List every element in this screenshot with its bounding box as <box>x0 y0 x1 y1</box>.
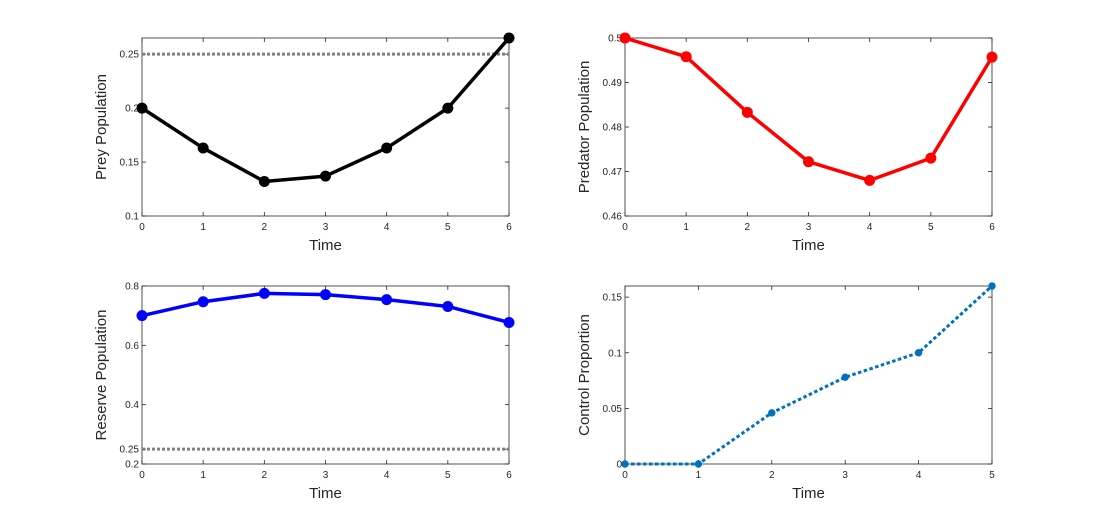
axes-box-prey <box>141 37 510 217</box>
x-axis-title: Time <box>792 237 825 254</box>
data-point <box>768 409 776 417</box>
y-tick-label: 0.47 <box>603 167 623 178</box>
y-tick-label: 0.05 <box>603 404 623 415</box>
x-tick-label: 4 <box>916 470 922 481</box>
data-point <box>136 102 148 114</box>
data-point <box>136 310 148 322</box>
data-point <box>803 156 814 168</box>
subplot-reserve: 0 1 2 3 4 5 6 0.2 0.25 0.4 0.6 0.8 Time Reserve Popul… <box>93 282 515 502</box>
axes-box-control <box>624 285 993 465</box>
series-line-prey <box>141 36 511 184</box>
x-tick-label: 5 <box>445 470 451 481</box>
data-point <box>841 373 849 381</box>
data-point <box>680 51 692 63</box>
y-tick-label: 0.1 <box>608 348 622 359</box>
x-tick-label: 4 <box>384 222 390 233</box>
y-tick-label: 0.2 <box>125 104 139 115</box>
data-point <box>258 287 270 299</box>
y-tick-label: 0.46 <box>603 212 623 223</box>
y-axis-title: Predator Population <box>576 61 593 194</box>
data-point <box>503 316 515 328</box>
x-tick-label: 1 <box>200 470 206 481</box>
subplot-predator: 0 1 2 3 4 5 6 0.46 0.47 0.48 0.49 0.5 Time Predator P… <box>576 32 998 254</box>
x-tick-label: 2 <box>262 222 268 233</box>
y-tick-label: 0.2 <box>125 460 139 471</box>
subplot-prey: 0 1 2 3 4 5 6 0.1 0.15 0.2 0.25 Time Prey Population <box>93 32 515 254</box>
data-point <box>381 142 393 154</box>
data-point <box>621 460 629 468</box>
y-tick-label: 0.5 <box>608 34 622 45</box>
axes-box-predator <box>624 37 993 217</box>
x-tick-label: 4 <box>384 470 390 481</box>
x-tick-label: 0 <box>139 222 145 233</box>
x-tick-label: 3 <box>842 470 848 481</box>
x-tick-label: 0 <box>622 222 628 233</box>
y-tick-label: 0.25 <box>120 50 140 61</box>
data-point <box>320 170 331 182</box>
data-point <box>258 175 270 187</box>
x-tick-label: 1 <box>683 222 689 233</box>
x-axis-title: Time <box>792 485 825 502</box>
data-point <box>741 106 753 118</box>
y-tick-label: 0.49 <box>603 78 623 89</box>
x-tick-label: 3 <box>806 222 812 233</box>
y-tick-label: 0.15 <box>603 293 623 304</box>
series-line-control <box>625 284 994 466</box>
data-point <box>197 142 209 154</box>
y-tick-label: 0.48 <box>603 123 623 134</box>
data-point <box>619 32 631 44</box>
y-axis-title: Reserve Population <box>93 310 110 441</box>
x-tick-label: 4 <box>867 222 873 233</box>
data-point <box>864 174 876 186</box>
x-tick-label: 0 <box>622 470 628 481</box>
y-tick-label: 0.4 <box>125 400 139 411</box>
x-axis-title: Time <box>309 237 342 254</box>
x-tick-label: 6 <box>506 470 512 481</box>
x-tick-label: 2 <box>769 470 775 481</box>
x-tick-label: 3 <box>323 222 329 233</box>
y-tick-label: 0.25 <box>120 445 140 456</box>
x-tick-label: 3 <box>323 470 329 481</box>
x-tick-label: 5 <box>989 470 995 481</box>
data-point <box>320 289 331 301</box>
x-tick-label: 6 <box>989 222 995 233</box>
y-tick-label: 0.8 <box>125 282 139 293</box>
axes-box-reserve <box>141 285 510 465</box>
data-point <box>986 51 998 63</box>
data-point <box>988 282 996 290</box>
y-tick-label: 0.1 <box>125 212 139 223</box>
x-tick-label: 1 <box>696 470 702 481</box>
x-axis-title: Time <box>309 485 342 502</box>
data-point <box>197 296 209 308</box>
data-point <box>914 349 923 357</box>
y-axis-title: Prey Population <box>93 74 110 180</box>
data-point <box>442 102 454 114</box>
data-point <box>694 460 703 468</box>
x-tick-label: 5 <box>445 222 451 233</box>
y-tick-label: 0.6 <box>125 341 139 352</box>
x-tick-label: 1 <box>200 222 206 233</box>
x-tick-label: 2 <box>745 222 751 233</box>
y-axis-title: Control Proportion <box>576 314 593 436</box>
data-point <box>503 32 515 44</box>
y-tick-label: 0 <box>616 460 622 471</box>
data-point <box>925 152 937 164</box>
y-tick-label: 0.15 <box>120 158 140 169</box>
subplot-control: 0 1 2 3 4 5 0 0.05 0.1 0.15 Time Control Proportion <box>576 282 996 502</box>
x-tick-label: 0 <box>139 470 145 481</box>
x-tick-label: 6 <box>506 222 512 233</box>
data-point <box>381 294 393 306</box>
data-point <box>442 300 454 312</box>
x-tick-label: 2 <box>262 470 268 481</box>
x-tick-label: 5 <box>928 222 934 233</box>
